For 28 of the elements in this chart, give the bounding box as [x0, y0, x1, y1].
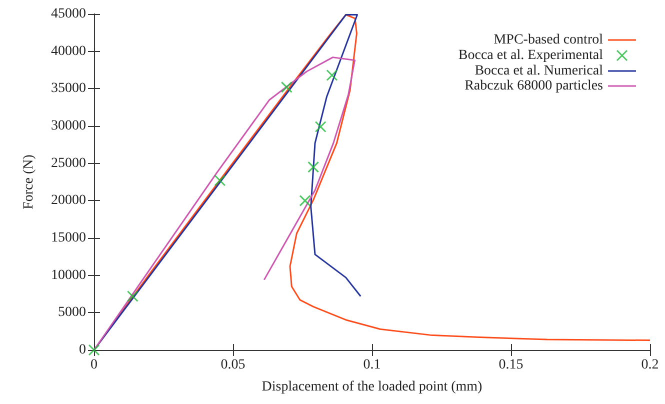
x-tick-label: 0.1: [363, 358, 381, 372]
y-tick-label: 20000: [51, 193, 86, 208]
y-tick-label: 35000: [51, 81, 86, 96]
y-tick-label: 15000: [51, 230, 86, 246]
point: [280, 81, 292, 93]
y-tick-label: 45000: [51, 6, 86, 22]
x-tick-label: 0.15: [498, 358, 524, 372]
legend-label: Bocca et al. Numerical: [474, 64, 604, 78]
x-tick-label: 0: [90, 358, 98, 372]
y-tick-label: 10000: [51, 268, 86, 283]
point: [299, 194, 311, 206]
legend-label: MPC-based control: [494, 32, 604, 48]
point: [308, 161, 320, 173]
y-tick-label: 5000: [58, 305, 86, 320]
point: [214, 174, 226, 186]
y-axis-title: Force (N): [22, 154, 36, 210]
y-tick-label: 40000: [51, 44, 86, 59]
legend-label: Bocca et al. Experimental: [458, 48, 604, 63]
x-tick-label: 0.05: [220, 358, 246, 372]
y-tick-label: 0: [79, 342, 86, 358]
point: [326, 69, 338, 81]
y-tick-label: 25000: [51, 156, 86, 171]
legend-label: Rabczuk 68000 particles: [464, 78, 603, 94]
x-axis-title: Displacement of the loaded point (mm): [262, 380, 483, 394]
point: [126, 290, 138, 302]
point: [314, 120, 326, 132]
y-tick-label: 30000: [51, 118, 86, 134]
x-tick-label: 0.2: [641, 358, 659, 372]
